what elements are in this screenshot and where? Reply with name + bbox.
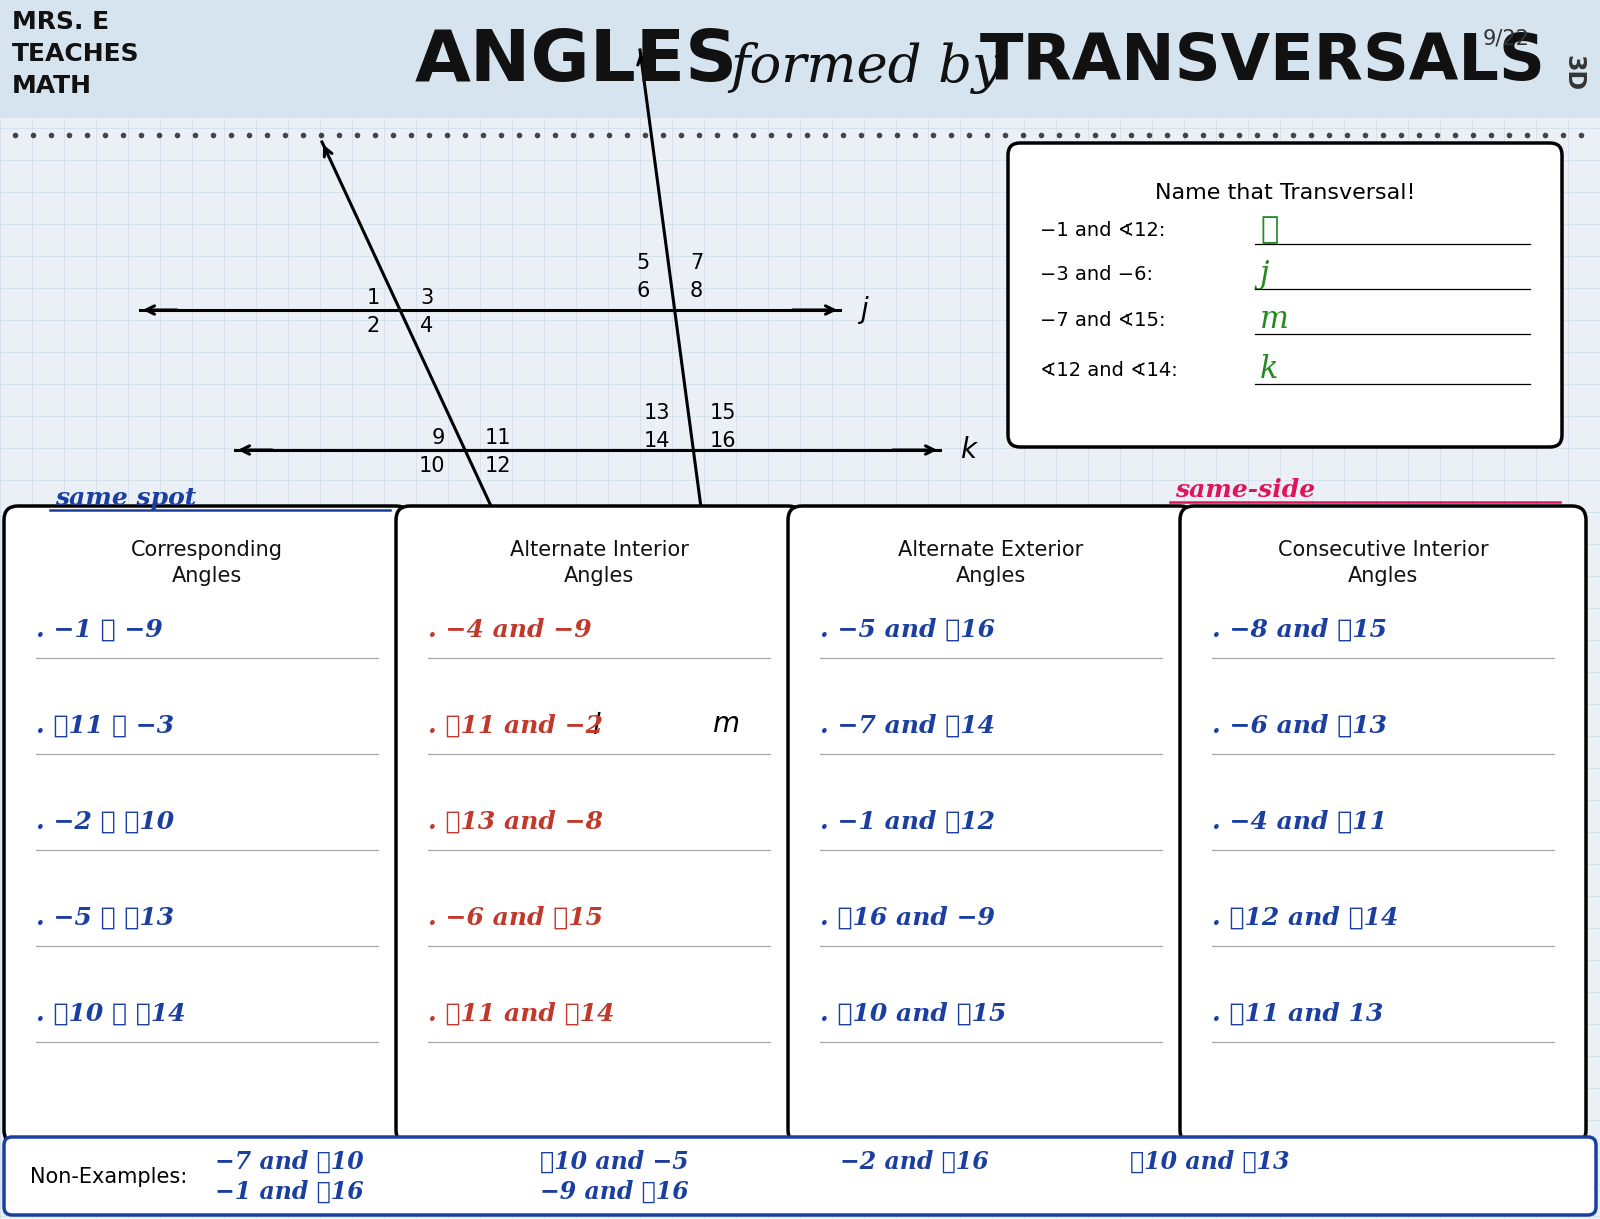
Text: ∢10 and −5: ∢10 and −5 bbox=[541, 1150, 688, 1174]
Text: 1: 1 bbox=[366, 288, 381, 308]
Text: . ∢11 and 13: . ∢11 and 13 bbox=[1213, 1002, 1384, 1026]
Text: 2: 2 bbox=[366, 316, 381, 336]
Text: 15: 15 bbox=[710, 403, 736, 423]
Text: l: l bbox=[592, 712, 600, 740]
Text: −7 and ∢10: −7 and ∢10 bbox=[214, 1150, 363, 1174]
FancyBboxPatch shape bbox=[3, 1137, 1597, 1215]
Text: 8: 8 bbox=[690, 282, 702, 301]
Text: Alternate Interior
Angles: Alternate Interior Angles bbox=[509, 540, 688, 586]
Text: Consecutive Interior
Angles: Consecutive Interior Angles bbox=[1278, 540, 1488, 586]
Text: . ∢13 and −8: . ∢13 and −8 bbox=[429, 809, 603, 834]
Text: k: k bbox=[1261, 355, 1278, 385]
Text: . ∢16 and −9: . ∢16 and −9 bbox=[819, 906, 995, 930]
FancyBboxPatch shape bbox=[1181, 506, 1586, 1143]
Text: 7: 7 bbox=[690, 254, 704, 273]
Text: MATH: MATH bbox=[13, 74, 93, 98]
Text: TRANSVERSALS: TRANSVERSALS bbox=[979, 30, 1546, 93]
Text: . −1 ≅ −9: . −1 ≅ −9 bbox=[35, 618, 163, 642]
Text: . ∢11 and ∢14: . ∢11 and ∢14 bbox=[429, 1002, 614, 1026]
Text: . −5 and ∢16: . −5 and ∢16 bbox=[819, 618, 995, 642]
Text: Corresponding
Angles: Corresponding Angles bbox=[131, 540, 283, 586]
Text: ℓ: ℓ bbox=[1261, 215, 1278, 245]
Text: . −7 and ∢14: . −7 and ∢14 bbox=[819, 714, 995, 737]
Text: ∢12 and ∢14:: ∢12 and ∢14: bbox=[1040, 361, 1178, 379]
Text: Name that Transversal!: Name that Transversal! bbox=[1155, 183, 1416, 204]
Text: ANGLES: ANGLES bbox=[414, 28, 738, 96]
Text: −9 and ∢16: −9 and ∢16 bbox=[541, 1180, 688, 1204]
Text: 11: 11 bbox=[485, 428, 512, 449]
Text: 9: 9 bbox=[432, 428, 445, 449]
Text: 9/22: 9/22 bbox=[1483, 28, 1530, 48]
Text: −1 and ∢12:: −1 and ∢12: bbox=[1040, 221, 1165, 239]
Text: 6: 6 bbox=[637, 282, 650, 301]
Bar bbox=[0, 0, 1600, 118]
FancyBboxPatch shape bbox=[3, 506, 410, 1143]
Text: −2 and ∢16: −2 and ∢16 bbox=[840, 1150, 989, 1174]
Text: m: m bbox=[1261, 305, 1290, 335]
Text: . −1 and ∢12: . −1 and ∢12 bbox=[819, 809, 995, 834]
Text: 14: 14 bbox=[643, 432, 670, 451]
Text: . −2 ≅ ∢10: . −2 ≅ ∢10 bbox=[35, 809, 174, 834]
Text: 12: 12 bbox=[485, 456, 512, 475]
Text: 3: 3 bbox=[419, 288, 434, 308]
Text: 3D: 3D bbox=[1562, 55, 1586, 91]
Text: Non-Examples:: Non-Examples: bbox=[30, 1167, 187, 1187]
Text: −1 and ∢16: −1 and ∢16 bbox=[214, 1180, 363, 1204]
FancyBboxPatch shape bbox=[1008, 143, 1562, 447]
Text: ∢10 and ∢13: ∢10 and ∢13 bbox=[1130, 1150, 1290, 1174]
Text: j: j bbox=[861, 296, 867, 324]
Text: −7 and ∢15:: −7 and ∢15: bbox=[1040, 311, 1165, 329]
Text: j: j bbox=[1261, 260, 1269, 290]
Text: . ∢12 and ∢14: . ∢12 and ∢14 bbox=[1213, 906, 1398, 930]
Text: k: k bbox=[960, 436, 976, 464]
Text: . −8 and ∢15: . −8 and ∢15 bbox=[1213, 618, 1387, 642]
Text: . ∢10 ≅ ∢14: . ∢10 ≅ ∢14 bbox=[35, 1002, 186, 1026]
Text: TEACHES: TEACHES bbox=[13, 41, 139, 66]
Text: same spot: same spot bbox=[54, 486, 197, 510]
Text: . −6 and ∢13: . −6 and ∢13 bbox=[1213, 714, 1387, 737]
Text: 13: 13 bbox=[643, 403, 670, 423]
Text: 16: 16 bbox=[710, 432, 736, 451]
Text: . −5 ≅ ∢13: . −5 ≅ ∢13 bbox=[35, 906, 174, 930]
Text: same-side: same-side bbox=[1174, 478, 1315, 502]
Text: formed by: formed by bbox=[730, 41, 1002, 94]
Text: . ∢11 ≅ −3: . ∢11 ≅ −3 bbox=[35, 714, 174, 737]
Text: 5: 5 bbox=[637, 254, 650, 273]
Text: . ∢11 and −2: . ∢11 and −2 bbox=[429, 714, 603, 737]
Text: . ∢10 and ∢15: . ∢10 and ∢15 bbox=[819, 1002, 1006, 1026]
Text: 4: 4 bbox=[419, 316, 434, 336]
Text: Alternate Exterior
Angles: Alternate Exterior Angles bbox=[898, 540, 1083, 586]
FancyBboxPatch shape bbox=[787, 506, 1194, 1143]
Text: 10: 10 bbox=[419, 456, 445, 475]
Text: MRS. E: MRS. E bbox=[13, 10, 109, 34]
FancyBboxPatch shape bbox=[397, 506, 802, 1143]
Text: . −6 and ∢15: . −6 and ∢15 bbox=[429, 906, 603, 930]
Text: −3 and −6:: −3 and −6: bbox=[1040, 266, 1154, 284]
Text: . −4 and ∢11: . −4 and ∢11 bbox=[1213, 809, 1387, 834]
Text: . −4 and −9: . −4 and −9 bbox=[429, 618, 592, 642]
Text: m: m bbox=[712, 709, 739, 737]
